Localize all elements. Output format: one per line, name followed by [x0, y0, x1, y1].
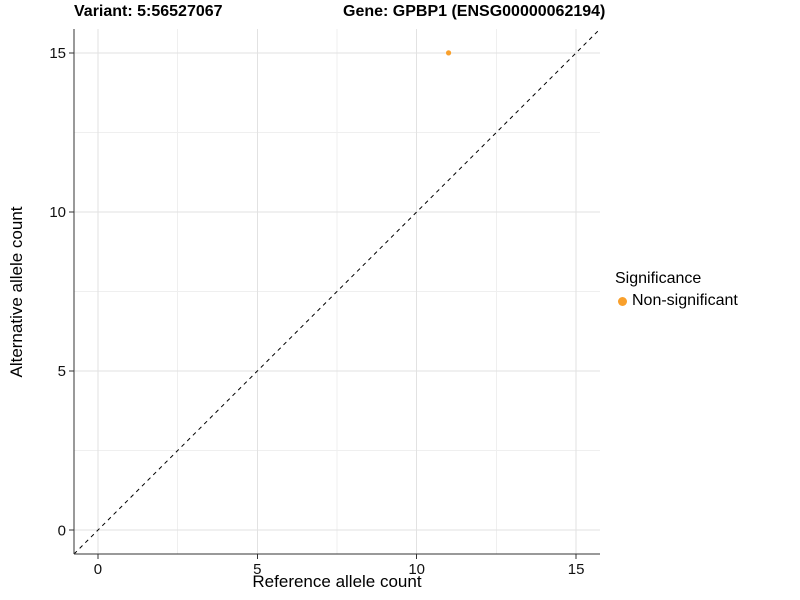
y-axis-title: Alternative allele count: [7, 206, 26, 378]
variant-title: Variant: 5:56527067: [74, 3, 223, 20]
data-point: [445, 50, 452, 56]
y-tick-label: 5: [58, 363, 66, 380]
x-tick-label: 15: [568, 561, 585, 578]
x-tick-label: 0: [94, 561, 102, 578]
identity-line: [73, 28, 601, 555]
legend-item: Non-significant: [615, 292, 738, 310]
gene-title: Gene: GPBP1 (ENSG00000062194): [343, 3, 606, 20]
y-tick-label: 0: [58, 522, 66, 539]
legend-marker-icon: [618, 296, 627, 306]
legend-title: Significance: [615, 270, 702, 287]
x-tick-label: 10: [408, 561, 425, 578]
x-axis-title: Reference allele count: [252, 572, 422, 591]
legend-item-label: Non-significant: [632, 292, 738, 309]
x-tick-label: 5: [253, 561, 261, 578]
y-tick-label: 15: [49, 45, 66, 62]
y-tick-label: 10: [49, 204, 66, 221]
legend: Significance Non-significant: [615, 270, 738, 310]
